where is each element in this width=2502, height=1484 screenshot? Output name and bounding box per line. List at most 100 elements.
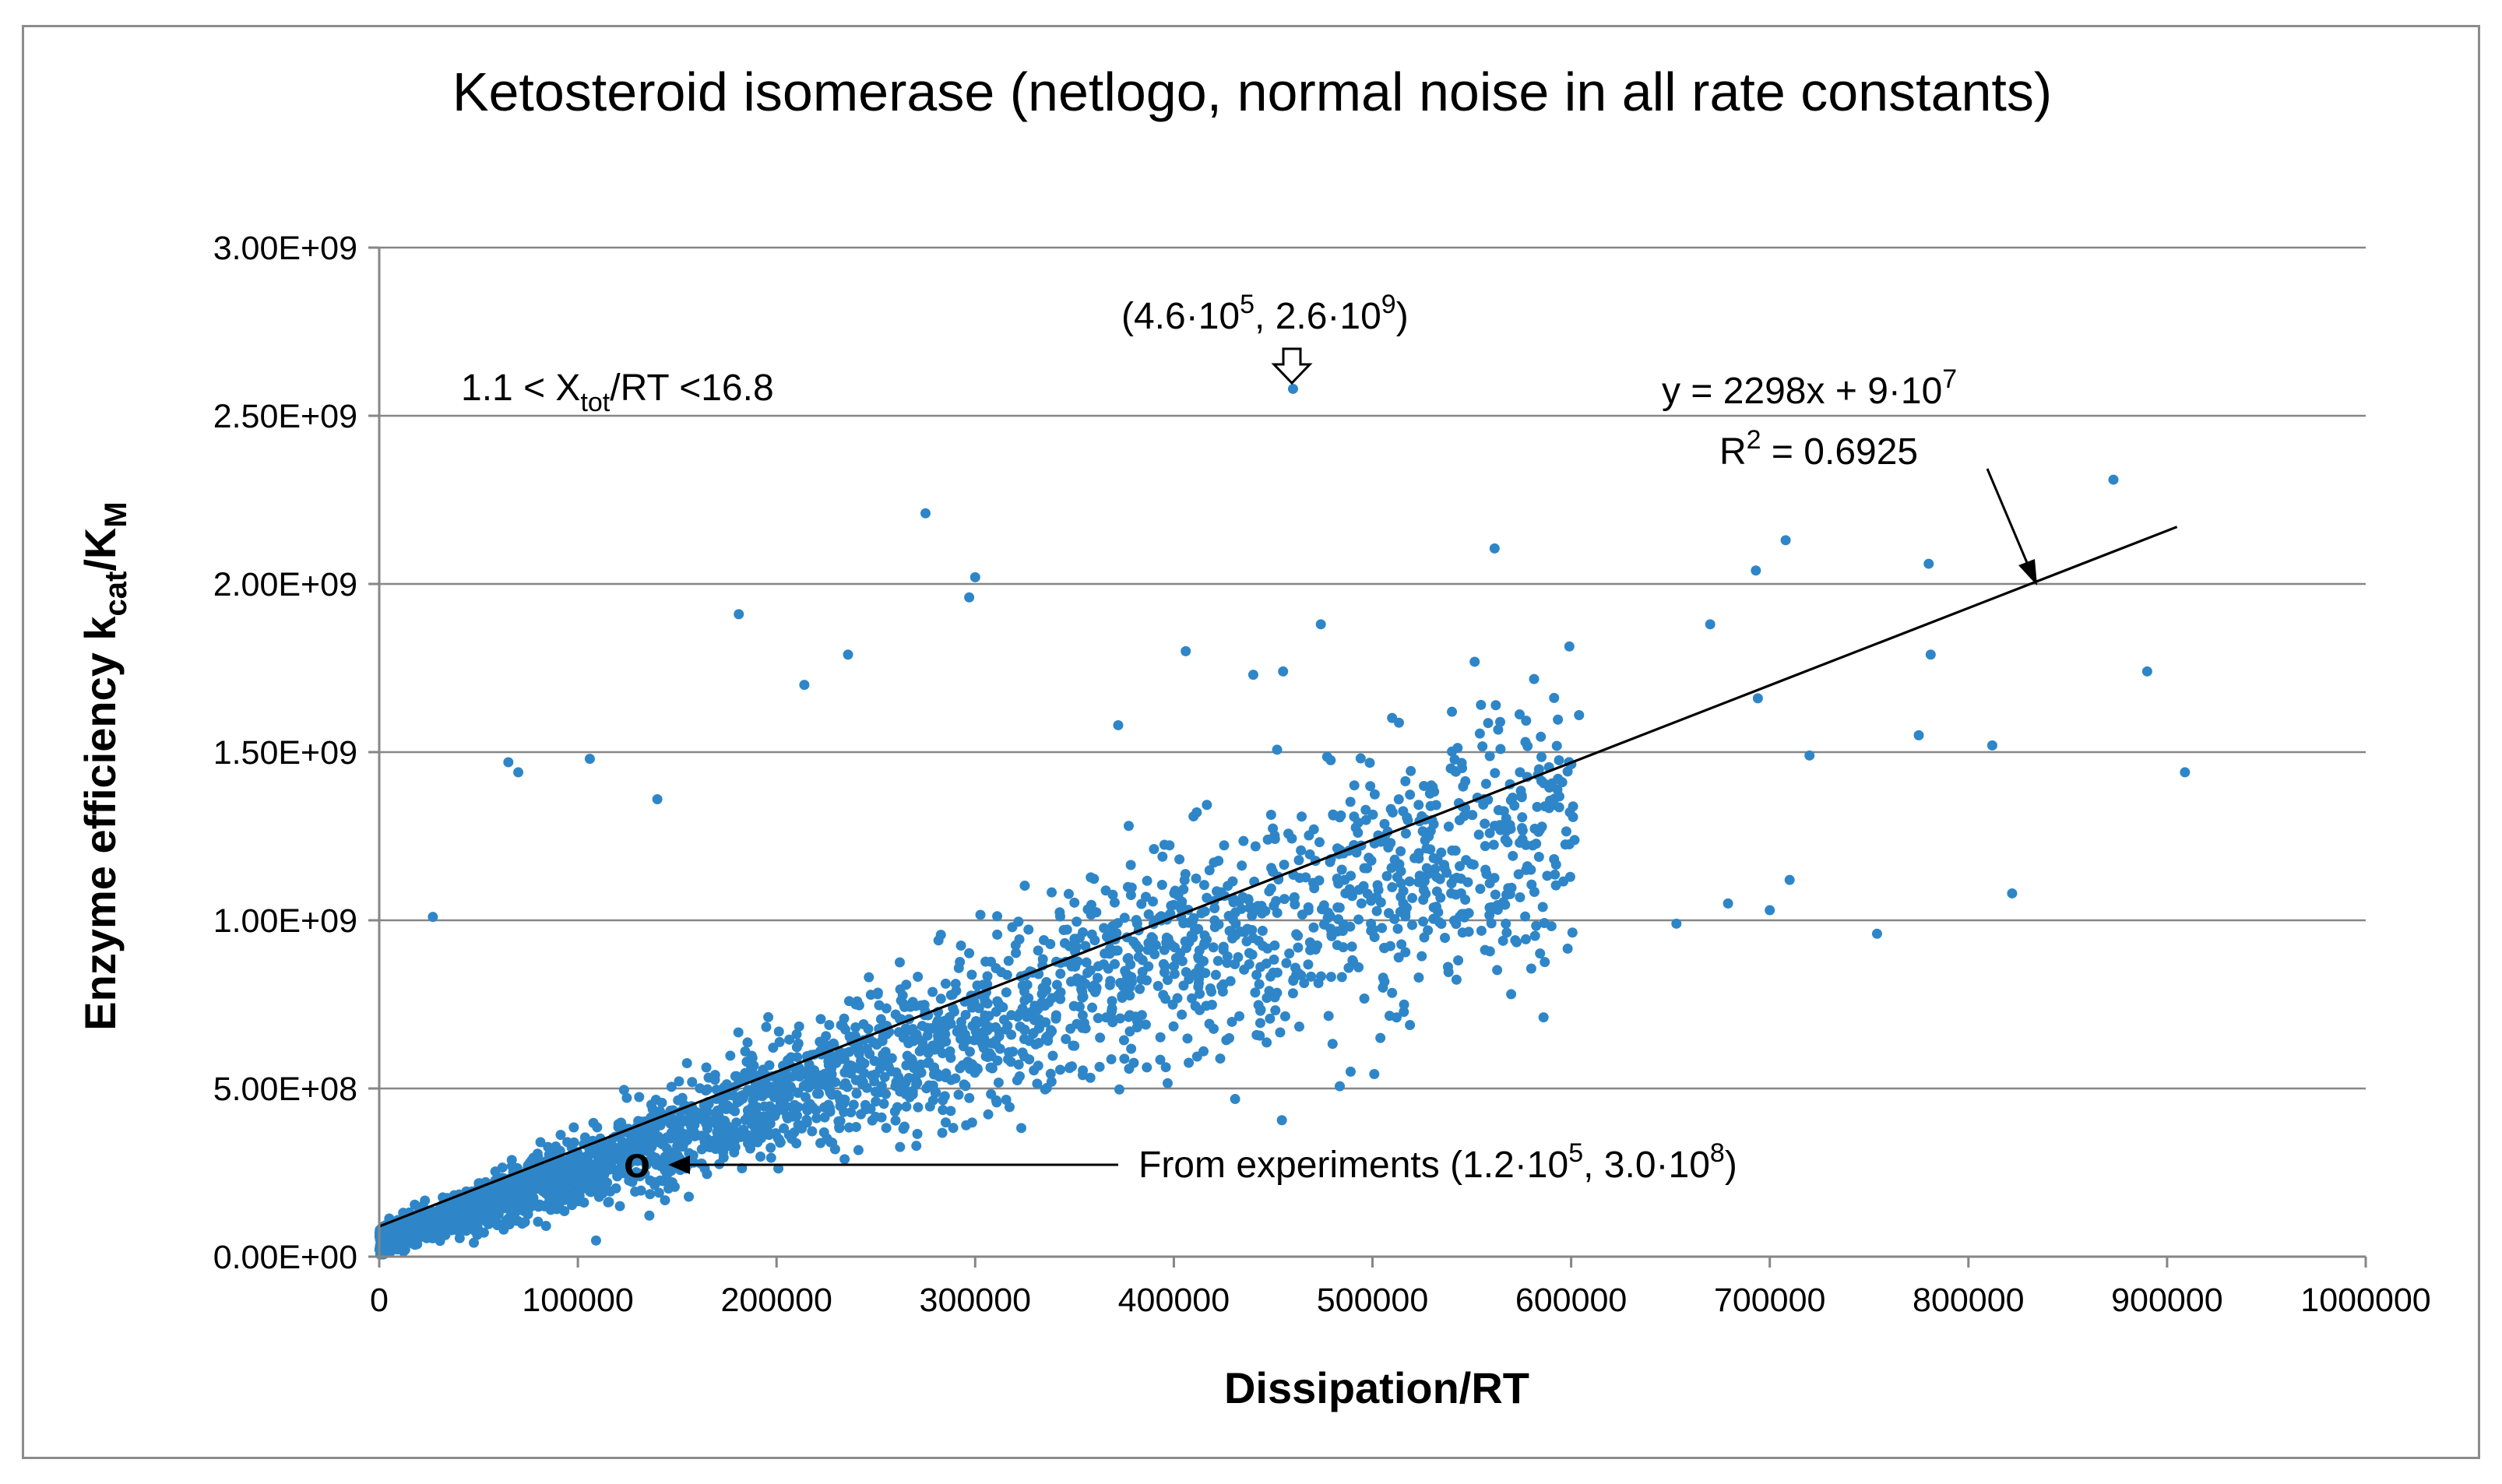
data-point [1451,766,1462,777]
data-point [490,1166,501,1177]
data-point [1501,918,1511,929]
data-point [400,1229,411,1240]
data-point [773,1026,784,1037]
data-point [1531,920,1542,931]
data-point [526,1201,537,1211]
data-point [1369,1069,1380,1080]
data-point [1495,744,1506,754]
data-point [876,1112,887,1123]
data-point [756,1133,767,1144]
data-point [1200,968,1211,979]
data-point [681,1058,692,1069]
data-point [733,1131,744,1141]
data-point [1923,558,1934,569]
data-point [815,1014,826,1025]
data-point [839,1013,850,1024]
data-point [1296,970,1307,981]
data-point [725,1050,736,1061]
data-point [1181,645,1191,656]
data-point [1360,804,1371,815]
data-point [1251,969,1262,980]
data-point [523,1208,533,1219]
data-point [673,1134,684,1145]
data-point [1155,1032,1166,1043]
data-point [496,1180,507,1191]
data-point [1513,869,1524,880]
y-tick-labels: 0.00E+00 5.00E+08 1.00E+09 1.50E+09 2.00E+09… [213,230,357,1276]
data-point [1436,847,1447,858]
data-point [1350,822,1361,833]
data-point [1041,976,1052,987]
data-point [1128,937,1139,948]
data-point [642,1145,653,1156]
data-point [964,948,975,958]
experiment-marker: o [624,1138,650,1187]
data-point [1426,780,1437,791]
data-point [935,993,946,1004]
data-point [429,1220,440,1231]
data-point [382,1238,393,1249]
data-point [1287,383,1298,394]
data-point [1562,766,1573,777]
data-point [1069,934,1080,944]
data-point [1871,928,1882,939]
data-point [1520,737,1531,747]
data-point [615,1117,626,1128]
data-point [1299,978,1310,989]
data-point [896,995,906,1006]
data-point [1281,958,1292,969]
data-point [1155,1054,1166,1065]
data-point [853,1145,864,1155]
data-point [581,1165,592,1176]
data-point [1508,850,1518,861]
data-point [1323,1011,1334,1022]
data-point [1181,967,1191,978]
data-point [540,1221,551,1232]
data-point [1521,864,1532,875]
data-point [1191,873,1202,884]
data-point [1247,910,1258,921]
data-point [614,1201,625,1211]
data-point [1424,788,1435,799]
data-point [734,609,744,620]
data-point [796,1068,807,1079]
data-point [677,1141,688,1152]
data-point [1209,915,1220,926]
data-point [809,1071,820,1082]
data-point [1377,923,1388,934]
data-point [1387,987,1398,998]
data-point [601,1157,612,1168]
data-point [1527,840,1538,851]
data-point [1536,731,1547,742]
data-point [1538,778,1549,789]
data-point [1107,1003,1117,1014]
data-point [1480,944,1490,955]
data-point [446,1224,457,1235]
data-point [1488,839,1499,850]
data-point [1477,741,1488,752]
data-point [741,1057,752,1067]
data-point [1393,952,1404,963]
data-point [1480,841,1490,852]
data-point [1385,838,1396,849]
data-point [653,1187,664,1198]
data-point [1349,780,1360,791]
y-axis-title: Enzyme efficiency kcat/KM [76,501,133,1030]
data-point [718,1147,729,1158]
data-point [1209,1023,1219,1034]
data-point [1325,856,1335,867]
data-point [916,1059,927,1070]
data-point [1202,800,1212,811]
data-point [1211,886,1222,897]
data-point [674,1076,684,1087]
data-point [773,1163,784,1174]
data-point [1406,765,1416,776]
data-point [1125,860,1136,870]
data-point [1554,791,1564,802]
data-point [1225,976,1236,986]
data-point [1030,1039,1041,1050]
data-point [688,1150,699,1161]
data-point [850,1022,861,1032]
data-point [1480,818,1490,829]
data-point [1046,1076,1057,1087]
